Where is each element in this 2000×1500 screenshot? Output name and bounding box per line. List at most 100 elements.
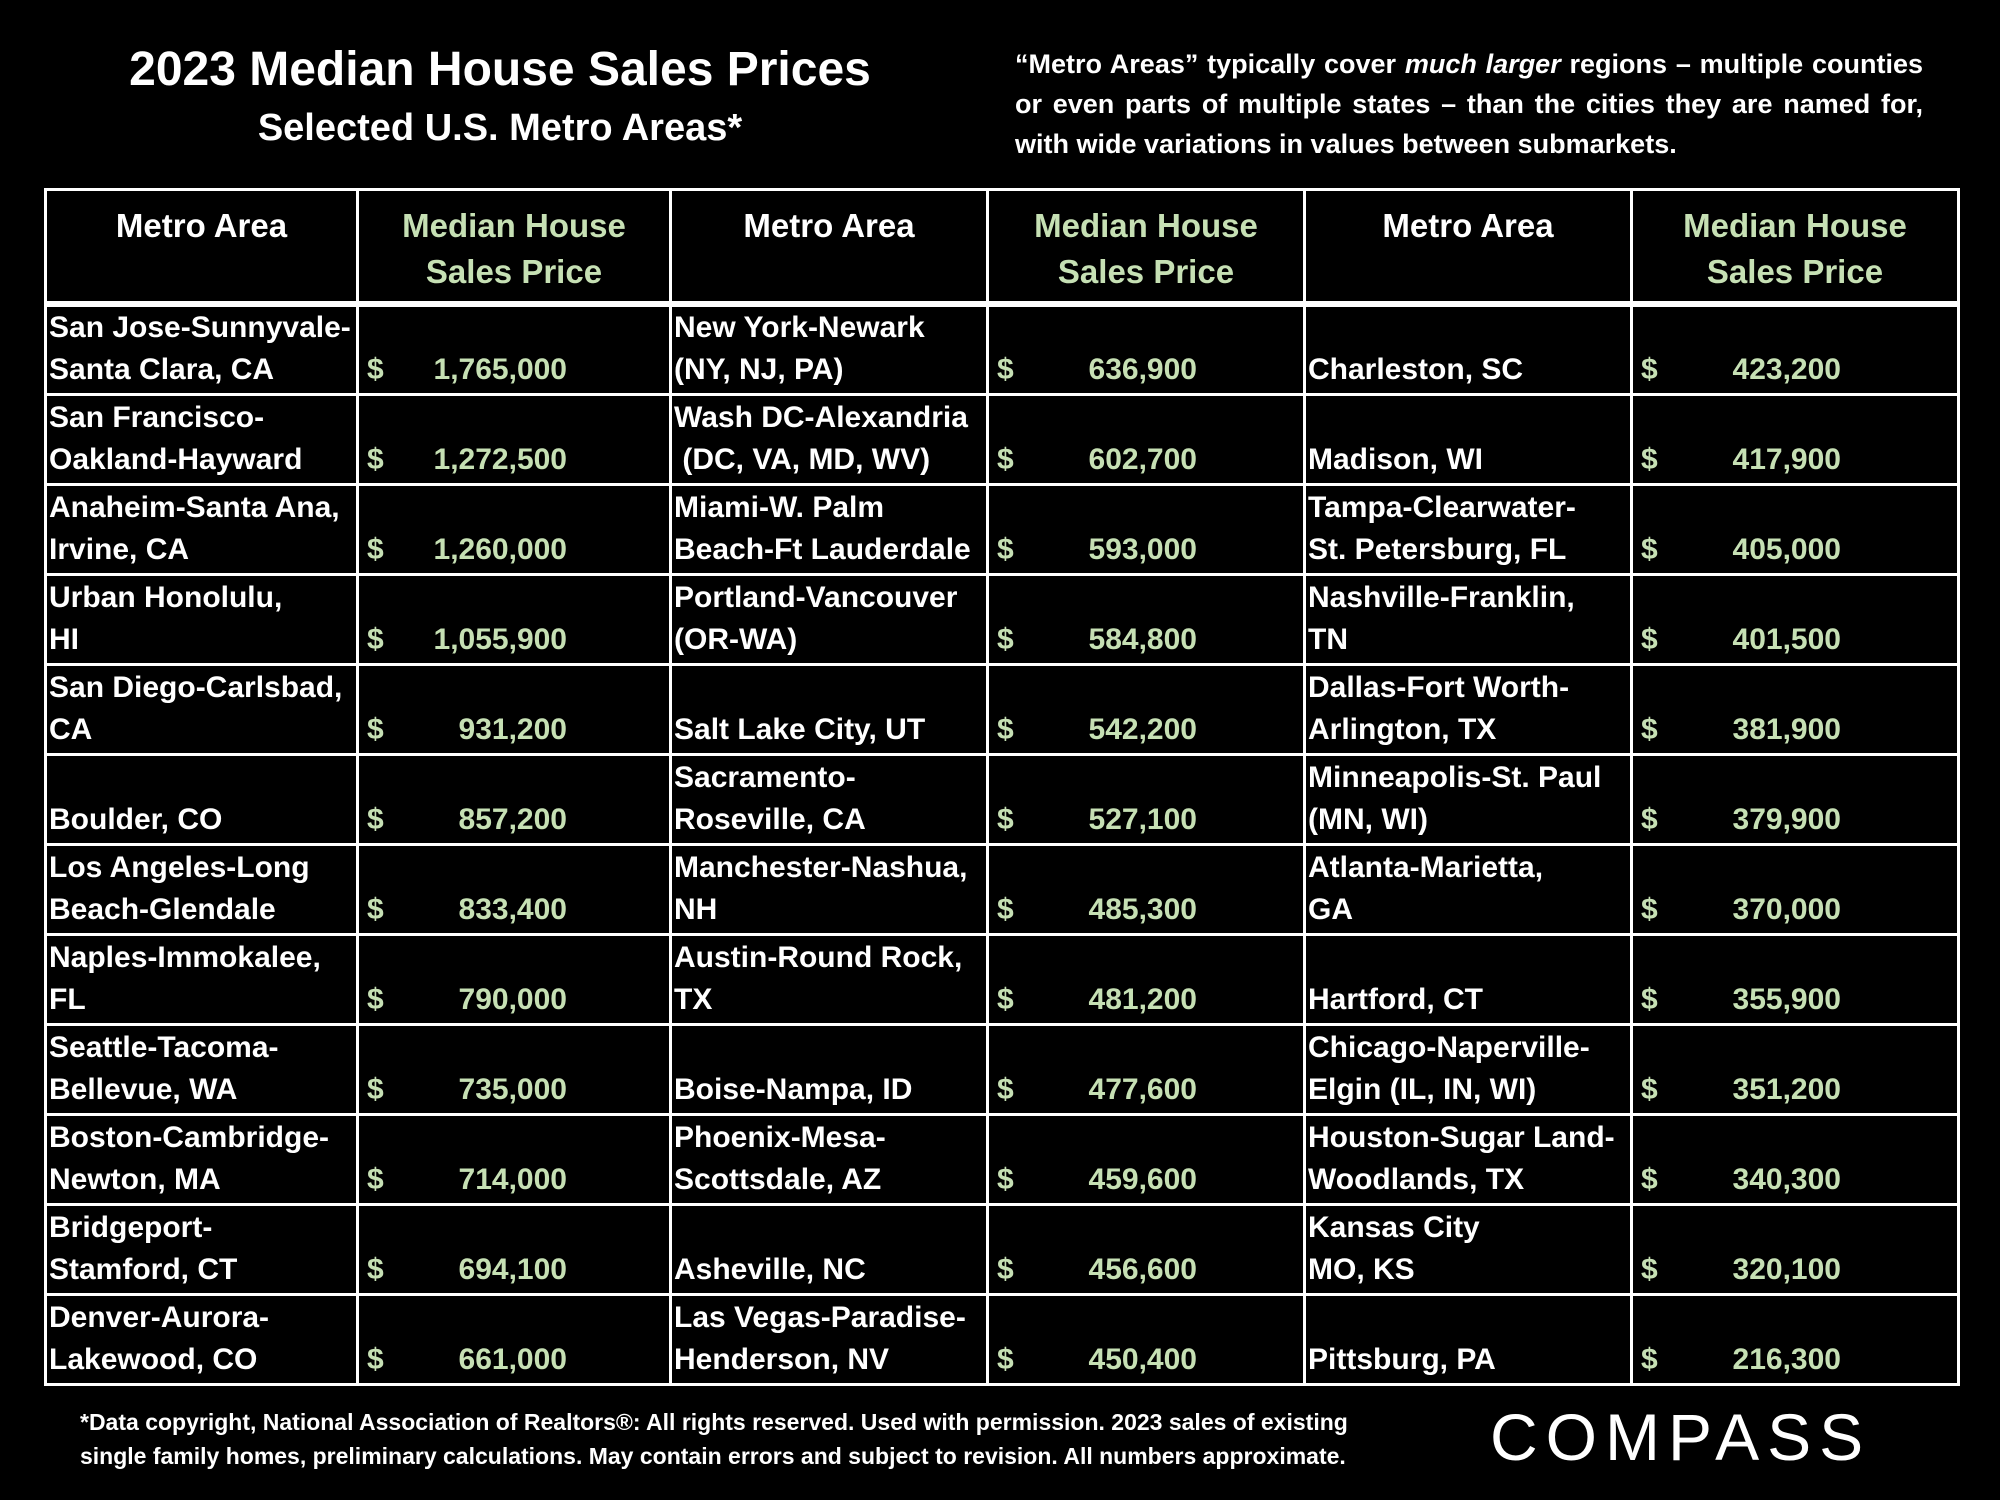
dollar-sign: $ xyxy=(367,802,384,836)
metro-area-line-2: Boulder, CO xyxy=(49,802,223,836)
metro-area-line-2: (OR-WA) xyxy=(674,622,798,656)
metro-area-cell: Hartford, CT xyxy=(1303,932,1633,1026)
metro-area-cell: Anaheim-Santa Ana, Irvine, CA xyxy=(44,482,359,576)
price-value: 481,200 xyxy=(1088,982,1197,1016)
price-value: 379,900 xyxy=(1732,802,1841,836)
chart-title: 2023 Median House Sales Prices xyxy=(129,43,871,96)
price-cell: $790,000 xyxy=(356,932,672,1026)
metro-area-line-2: Henderson, NV xyxy=(674,1342,890,1376)
metro-area-line-1: Anaheim-Santa Ana, xyxy=(49,490,340,524)
price-cell: $417,900 xyxy=(1630,392,1960,486)
price-cell: $485,300 xyxy=(986,842,1306,936)
price-cell: $542,200 xyxy=(986,662,1306,756)
price-value: 593,000 xyxy=(1088,532,1197,566)
metro-area-cell: Madison, WI xyxy=(1303,392,1633,486)
metro-area-line-1: Urban Honolulu, xyxy=(49,580,283,614)
dollar-sign: $ xyxy=(1641,1342,1658,1376)
metro-area-cell: Dallas-Fort Worth- Arlington, TX xyxy=(1303,662,1633,756)
table-row: Los Angeles-Long Beach-Glendale $833,400 Ma… xyxy=(44,842,1960,936)
metro-area-line-2: NH xyxy=(674,892,718,926)
dollar-sign: $ xyxy=(367,712,384,746)
metro-area-line-2: Irvine, CA xyxy=(49,532,190,566)
metro-area-line-2: TN xyxy=(1308,622,1348,656)
metro-area-line-2: (DC, VA, MD, WV) xyxy=(674,442,931,476)
dollar-sign: $ xyxy=(367,622,384,656)
metro-area-line-2: Elgin (IL, IN, WI) xyxy=(1308,1072,1537,1106)
metro-area-line-2: (NY, NJ, PA) xyxy=(674,352,844,386)
dollar-sign: $ xyxy=(1641,442,1658,476)
metro-area-line-2: Madison, WI xyxy=(1308,442,1483,476)
price-cell: $320,100 xyxy=(1630,1202,1960,1296)
metro-area-cell: Asheville, NC xyxy=(669,1202,989,1296)
metro-area-line-1 xyxy=(1308,937,1628,979)
price-cell: $714,000 xyxy=(356,1112,672,1206)
table-row: Anaheim-Santa Ana, Irvine, CA $1,260,000 Mi… xyxy=(44,482,1960,576)
metro-area-line-1: San Jose-Sunnyvale- xyxy=(49,310,351,344)
metro-area-line-1: Miami-W. Palm xyxy=(674,490,885,524)
dollar-sign: $ xyxy=(1641,1072,1658,1106)
metro-area-cell: Sacramento- Roseville, CA xyxy=(669,752,989,846)
metro-area-cell: Los Angeles-Long Beach-Glendale xyxy=(44,842,359,936)
price-cell: $456,600 xyxy=(986,1202,1306,1296)
dollar-sign: $ xyxy=(367,1162,384,1196)
metro-area-line-2: (MN, WI) xyxy=(1308,802,1428,836)
table-row: Seattle-Tacoma- Bellevue, WA $735,000 Boise… xyxy=(44,1022,1960,1116)
header-median-price-1: Median House Sales Price xyxy=(356,188,672,307)
metro-area-line-2: MO, KS xyxy=(1308,1252,1415,1286)
price-value: 542,200 xyxy=(1088,712,1197,746)
price-value: 584,800 xyxy=(1088,622,1197,656)
price-cell: $584,800 xyxy=(986,572,1306,666)
table-row: San Jose-Sunnyvale- Santa Clara, CA $1,765… xyxy=(44,302,1960,396)
dollar-sign: $ xyxy=(367,532,384,566)
dollar-sign: $ xyxy=(1641,622,1658,656)
metro-area-cell: Minneapolis-St. Paul (MN, WI) xyxy=(1303,752,1633,846)
price-value: 459,600 xyxy=(1088,1162,1197,1196)
dollar-sign: $ xyxy=(997,982,1014,1016)
price-cell: $481,200 xyxy=(986,932,1306,1026)
metro-area-cell: Wash DC-Alexandria (DC, VA, MD, WV) xyxy=(669,392,989,486)
header-median-price-3: Median House Sales Price xyxy=(1630,188,1960,307)
table-row: Boulder, CO $857,200 Sacramento- Roseville,… xyxy=(44,752,1960,846)
metro-area-line-1 xyxy=(674,667,984,709)
metro-area-line-1: Denver-Aurora- xyxy=(49,1300,270,1334)
price-cell: $379,900 xyxy=(1630,752,1960,846)
metro-area-line-1 xyxy=(674,1207,984,1249)
metro-area-line-2: GA xyxy=(1308,892,1353,926)
price-value: 477,600 xyxy=(1088,1072,1197,1106)
metro-area-line-2: FL xyxy=(49,982,86,1016)
metro-area-line-1: Chicago-Naperville- xyxy=(1308,1030,1590,1064)
note-text-2: regions – multiple counties or even part… xyxy=(1015,49,1923,159)
metro-area-line-1: Los Angeles-Long xyxy=(49,850,310,884)
price-value: 694,100 xyxy=(458,1252,567,1286)
metro-area-cell: Atlanta-Marietta, GA xyxy=(1303,842,1633,936)
table-row: San Diego-Carlsbad, CA $931,200 Salt Lake C… xyxy=(44,662,1960,756)
price-value: 340,300 xyxy=(1732,1162,1841,1196)
metro-area-line-2: Pittsburg, PA xyxy=(1308,1342,1496,1376)
price-cell: $477,600 xyxy=(986,1022,1306,1116)
price-table: Metro Area Median House Sales Price Metro… xyxy=(44,188,1960,1386)
metro-area-line-2: Salt Lake City, UT xyxy=(674,712,926,746)
price-value: 1,055,900 xyxy=(433,622,567,656)
metro-area-line-2: Arlington, TX xyxy=(1308,712,1497,746)
metro-area-cell: San Jose-Sunnyvale- Santa Clara, CA xyxy=(44,302,359,396)
metro-area-cell: Boise-Nampa, ID xyxy=(669,1022,989,1116)
metro-area-cell: Chicago-Naperville- Elgin (IL, IN, WI) xyxy=(1303,1022,1633,1116)
metro-area-cell: San Diego-Carlsbad, CA xyxy=(44,662,359,756)
price-value: 355,900 xyxy=(1732,982,1841,1016)
dollar-sign: $ xyxy=(997,802,1014,836)
dollar-sign: $ xyxy=(1641,802,1658,836)
price-value: 456,600 xyxy=(1088,1252,1197,1286)
dollar-sign: $ xyxy=(367,982,384,1016)
price-cell: $459,600 xyxy=(986,1112,1306,1206)
chart-title-block: 2023 Median House Sales Prices Selected … xyxy=(100,40,900,156)
price-cell: $661,000 xyxy=(356,1292,672,1386)
dollar-sign: $ xyxy=(367,352,384,386)
dollar-sign: $ xyxy=(1641,532,1658,566)
price-value: 450,400 xyxy=(1088,1342,1197,1376)
table-row: San Francisco- Oakland-Hayward $1,272,500 W… xyxy=(44,392,1960,486)
price-cell: $370,000 xyxy=(1630,842,1960,936)
compass-logo: COMPASS xyxy=(1490,1400,1863,1470)
dollar-sign: $ xyxy=(997,1072,1014,1106)
price-value: 401,500 xyxy=(1732,622,1841,656)
footnote-line-1: *Data copyright, National Association of… xyxy=(80,1409,1348,1435)
